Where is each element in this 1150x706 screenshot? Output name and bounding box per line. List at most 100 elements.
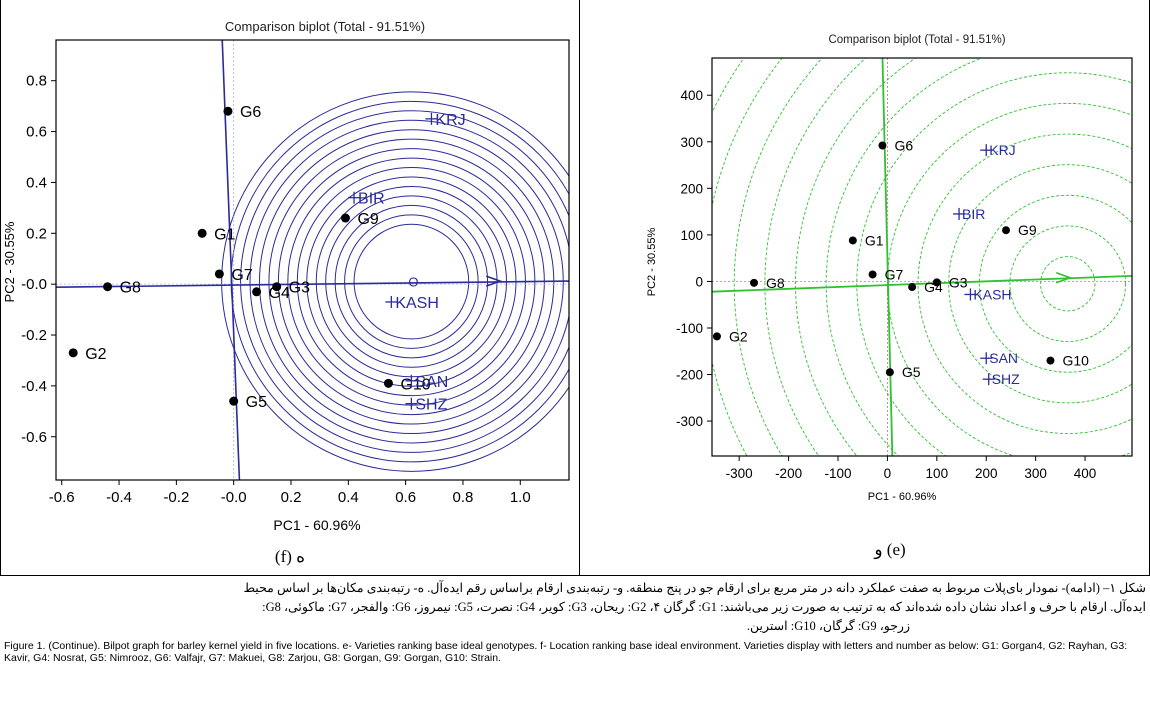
plot-border-e — [711, 57, 1133, 457]
y-tick-label: -100 — [676, 321, 703, 336]
genotype-point — [272, 282, 282, 292]
environment-marker — [980, 352, 993, 365]
genotype-point — [1046, 356, 1055, 365]
biplot-f: Comparison biplot (Total - 91.51%) O G1 G2… — [2, 19, 570, 533]
genotype-point — [868, 270, 877, 279]
genotype-label: G5 — [902, 364, 921, 380]
y-axis-label-e: PC2 - 30.55% — [646, 228, 658, 297]
genotype-point — [223, 106, 233, 116]
genotype-point — [103, 282, 113, 292]
caption-fa-line-3: زرجو، G9: گرگان، G10: استرین. — [746, 619, 910, 633]
y-ticks-f: 0.8 0.6 0.4 0.2 -0.0 -0.2 -0.4 -0.6 — [21, 73, 56, 446]
ideal-circle — [825, 58, 984, 456]
environment-label: KRJ — [435, 112, 465, 129]
x-tick-label: -200 — [775, 466, 802, 481]
y-tick-label: 100 — [680, 228, 703, 243]
x-tick-label: 0.8 — [453, 489, 474, 506]
y-tick-label: 0 — [695, 274, 703, 289]
genotype-label: G1 — [865, 232, 884, 248]
x-tick-label: 400 — [1074, 466, 1097, 481]
arrow-head — [1055, 271, 1073, 284]
ideal-circle — [240, 110, 569, 453]
y-tick-label: 0.6 — [26, 124, 47, 141]
x-tick-label: 0.6 — [395, 489, 416, 506]
environment-label: SHZ — [415, 397, 447, 414]
y-tick-label: 0.4 — [26, 174, 47, 191]
y-tick-label: -0.0 — [21, 276, 47, 293]
ideal-circle — [733, 58, 823, 456]
genotype-label: G6 — [894, 138, 913, 154]
x-tick-label: 0 — [884, 466, 892, 481]
x-tick-label: -0.4 — [106, 489, 132, 506]
x-tick-label: 200 — [975, 466, 998, 481]
genotype-point — [885, 368, 894, 377]
genotype-point — [1002, 226, 1010, 235]
aec-ordinate — [881, 58, 894, 456]
y-tick-label: 300 — [680, 135, 703, 150]
aec-abscissa — [712, 274, 1132, 293]
ideal-circle — [1040, 256, 1096, 312]
genotype-label: G3 — [289, 280, 310, 297]
genotype-point — [252, 287, 262, 297]
caption-fa-line-1: شکل ۱– (ادامه)- نمودار بای‌پلات مربوط به… — [243, 581, 1146, 595]
y-tick-label: 0.8 — [26, 73, 47, 90]
genotype-label: G8 — [120, 280, 141, 297]
x-ticks-e: -300 -200 -100 0 100 200 300 400 — [726, 456, 1097, 481]
environment-marker — [982, 373, 995, 386]
environment-marker — [348, 191, 361, 204]
y-axis-label-f: PC2 - 30.55% — [2, 221, 17, 302]
environment-marker — [385, 295, 398, 308]
y-tick-label: -200 — [676, 368, 703, 383]
axes-lines-e — [712, 58, 1132, 456]
genotype-label: G4 — [924, 279, 943, 295]
x-tick-label: 0.4 — [338, 489, 359, 506]
genotype-label: G10 — [1062, 353, 1089, 369]
y-tick-label: 200 — [680, 181, 703, 196]
x-tick-label: -300 — [726, 466, 753, 481]
data-points-e: G1 G2 G3 G4 G5 G6 G7 G8 G9 G10 KRJ BIR KASH SAN SHZ — [712, 138, 1089, 387]
ideal-circle — [978, 194, 1132, 373]
genotype-point — [848, 236, 857, 245]
genotype-label: G8 — [766, 275, 785, 291]
genotype-label: G7 — [231, 267, 252, 284]
genotype-label: G9 — [1018, 222, 1037, 238]
genotype-point — [712, 332, 721, 341]
plot-border-f — [55, 39, 570, 481]
x-tick-label: -0.2 — [163, 489, 189, 506]
arrow-head — [485, 275, 503, 287]
x-tick-label: -0.6 — [49, 489, 75, 506]
x-tick-label: 300 — [1024, 466, 1047, 481]
aec-abscissa — [56, 280, 569, 289]
chart-title-e: Comparison biplot (Total - 91.51%) — [828, 34, 1005, 46]
y-tick-label: -0.2 — [21, 327, 47, 344]
genotype-label: G5 — [246, 394, 267, 411]
genotype-label: G2 — [729, 328, 748, 344]
environment-marker — [980, 144, 993, 157]
ideal-circle — [1009, 225, 1127, 343]
axes-lines-f — [56, 40, 569, 480]
genotype-point — [383, 378, 393, 388]
ideal-circle — [856, 72, 1132, 456]
environment-marker — [425, 112, 438, 125]
y-tick-label: 0.2 — [26, 225, 47, 242]
genotype-point — [878, 141, 887, 150]
environment-marker — [405, 374, 418, 387]
environment-label: KRJ — [989, 142, 1015, 158]
genotype-label: G7 — [885, 266, 904, 282]
genotype-point — [750, 278, 758, 287]
genotype-point — [214, 269, 224, 279]
environment-label: BIR — [358, 191, 385, 208]
y-tick-label: -0.6 — [21, 429, 47, 446]
x-axis-label-e: PC1 - 60.96% — [868, 491, 937, 503]
panel-label-e: و (e) — [874, 540, 906, 559]
x-tick-label: -100 — [824, 466, 851, 481]
genotype-point — [229, 396, 239, 406]
y-ticks-e: 400 300 200 100 0 -100 -200 -300 — [676, 88, 712, 429]
genotype-point — [908, 283, 917, 292]
genotype-point — [68, 348, 78, 358]
environment-label: SHZ — [992, 371, 1020, 387]
genotype-point — [340, 213, 350, 223]
ideal-marker: O — [408, 275, 418, 290]
